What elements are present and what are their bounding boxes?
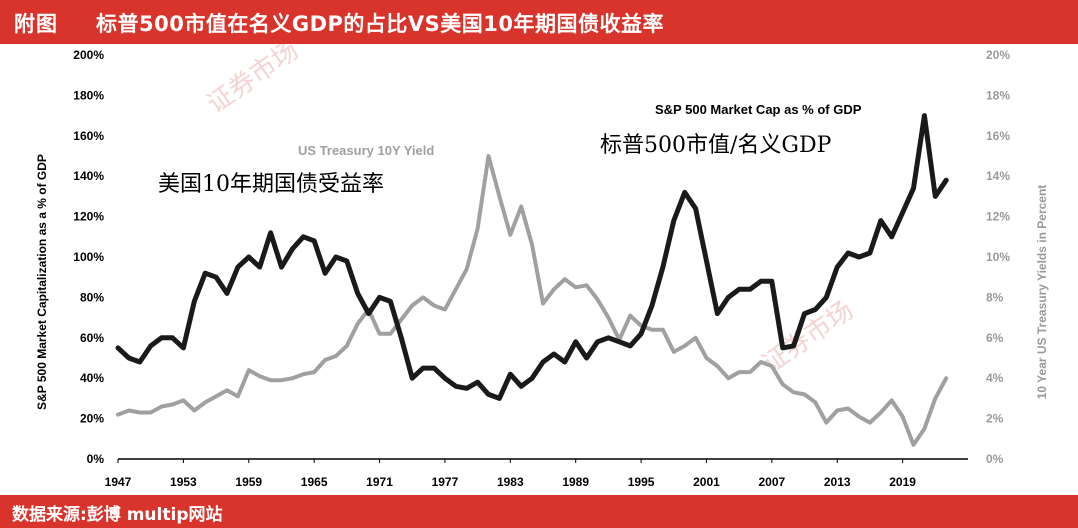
right-tick-label: 6% xyxy=(986,331,1004,345)
right-tick-label: 18% xyxy=(986,88,1010,102)
x-tick-label: 2007 xyxy=(758,475,785,489)
x-tick-label: 1989 xyxy=(562,475,589,489)
left-tick-label: 140% xyxy=(73,169,104,183)
source-bar: 数据来源:彭博 multip网站 xyxy=(0,495,1078,528)
left-tick-label: 20% xyxy=(80,412,104,426)
sp500-series-line xyxy=(115,113,949,401)
left-tick-label: 180% xyxy=(73,88,104,102)
right-tick-label: 14% xyxy=(986,169,1010,183)
treasury-label-cn: 美国10年期国债受益率 xyxy=(158,172,384,197)
left-axis-title: S&P 500 Market Capitalization as a % of … xyxy=(35,154,49,410)
treasury-series-line xyxy=(116,154,949,447)
sp500-label-cn: 标普500市值/名义GDP xyxy=(600,133,832,158)
right-axis-ticks: 0% 2% 4% 6% 8% 10% 12% 14% 16% 18% 20% xyxy=(986,48,1010,466)
right-tick-label: 0% xyxy=(986,452,1004,466)
x-tick-label: 1953 xyxy=(170,475,197,489)
right-tick-label: 2% xyxy=(986,412,1004,426)
right-tick-label: 12% xyxy=(986,210,1010,224)
left-tick-label: 60% xyxy=(80,331,104,345)
right-tick-label: 20% xyxy=(986,48,1010,62)
figure-label: 附图 xyxy=(14,12,58,36)
left-tick-label: 160% xyxy=(73,129,104,143)
title-bar: 附图 标普500市值在名义GDP的占比VS美国10年期国债收益率 xyxy=(0,0,1078,44)
watermark-group: 证券市场 证券市场 xyxy=(202,44,859,380)
left-tick-label: 0% xyxy=(87,452,105,466)
x-tick-label: 1959 xyxy=(235,475,262,489)
chart-svg: 证券市场 证券市场 0% 20% 40% 60% 80% 100% 120% 140% 160%… xyxy=(35,44,1049,489)
right-axis-title: 10 Year US Treasury Yields in Percent xyxy=(1035,185,1049,400)
x-tick-label: 1947 xyxy=(105,475,132,489)
x-tick-label: 1971 xyxy=(366,475,393,489)
left-tick-label: 100% xyxy=(73,250,104,264)
x-tick-label: 1965 xyxy=(301,475,328,489)
left-tick-label: 120% xyxy=(73,210,104,224)
source-text: 数据来源:彭博 multip网站 xyxy=(12,505,223,525)
x-tick-label: 2019 xyxy=(889,475,916,489)
left-axis-ticks: 0% 20% 40% 60% 80% 100% 120% 140% 160% 180% 200% xyxy=(73,48,104,466)
x-tick-label: 1977 xyxy=(432,475,459,489)
left-tick-label: 40% xyxy=(80,371,104,385)
x-tick-label: 1995 xyxy=(628,475,655,489)
x-tick-label: 2013 xyxy=(824,475,851,489)
right-tick-label: 4% xyxy=(986,371,1004,385)
right-tick-label: 16% xyxy=(986,129,1010,143)
watermark-text: 证券市场 xyxy=(202,44,304,120)
x-axis-ticks: 1947 1953 1959 1965 1971 1977 1983 1989 1995 2001… xyxy=(105,459,916,489)
series-group xyxy=(115,113,949,447)
x-tick-label: 2001 xyxy=(693,475,720,489)
x-tick-label: 1983 xyxy=(497,475,524,489)
left-tick-label: 80% xyxy=(80,290,104,304)
right-tick-label: 8% xyxy=(986,290,1004,304)
treasury-label-en: US Treasury 10Y Yield xyxy=(298,143,434,158)
right-tick-label: 10% xyxy=(986,250,1010,264)
sp500-label-en: S&P 500 Market Cap as % of GDP xyxy=(655,102,862,117)
chart-title: 标普500市值在名义GDP的占比VS美国10年期国债收益率 xyxy=(96,12,664,36)
left-tick-label: 200% xyxy=(73,48,104,62)
